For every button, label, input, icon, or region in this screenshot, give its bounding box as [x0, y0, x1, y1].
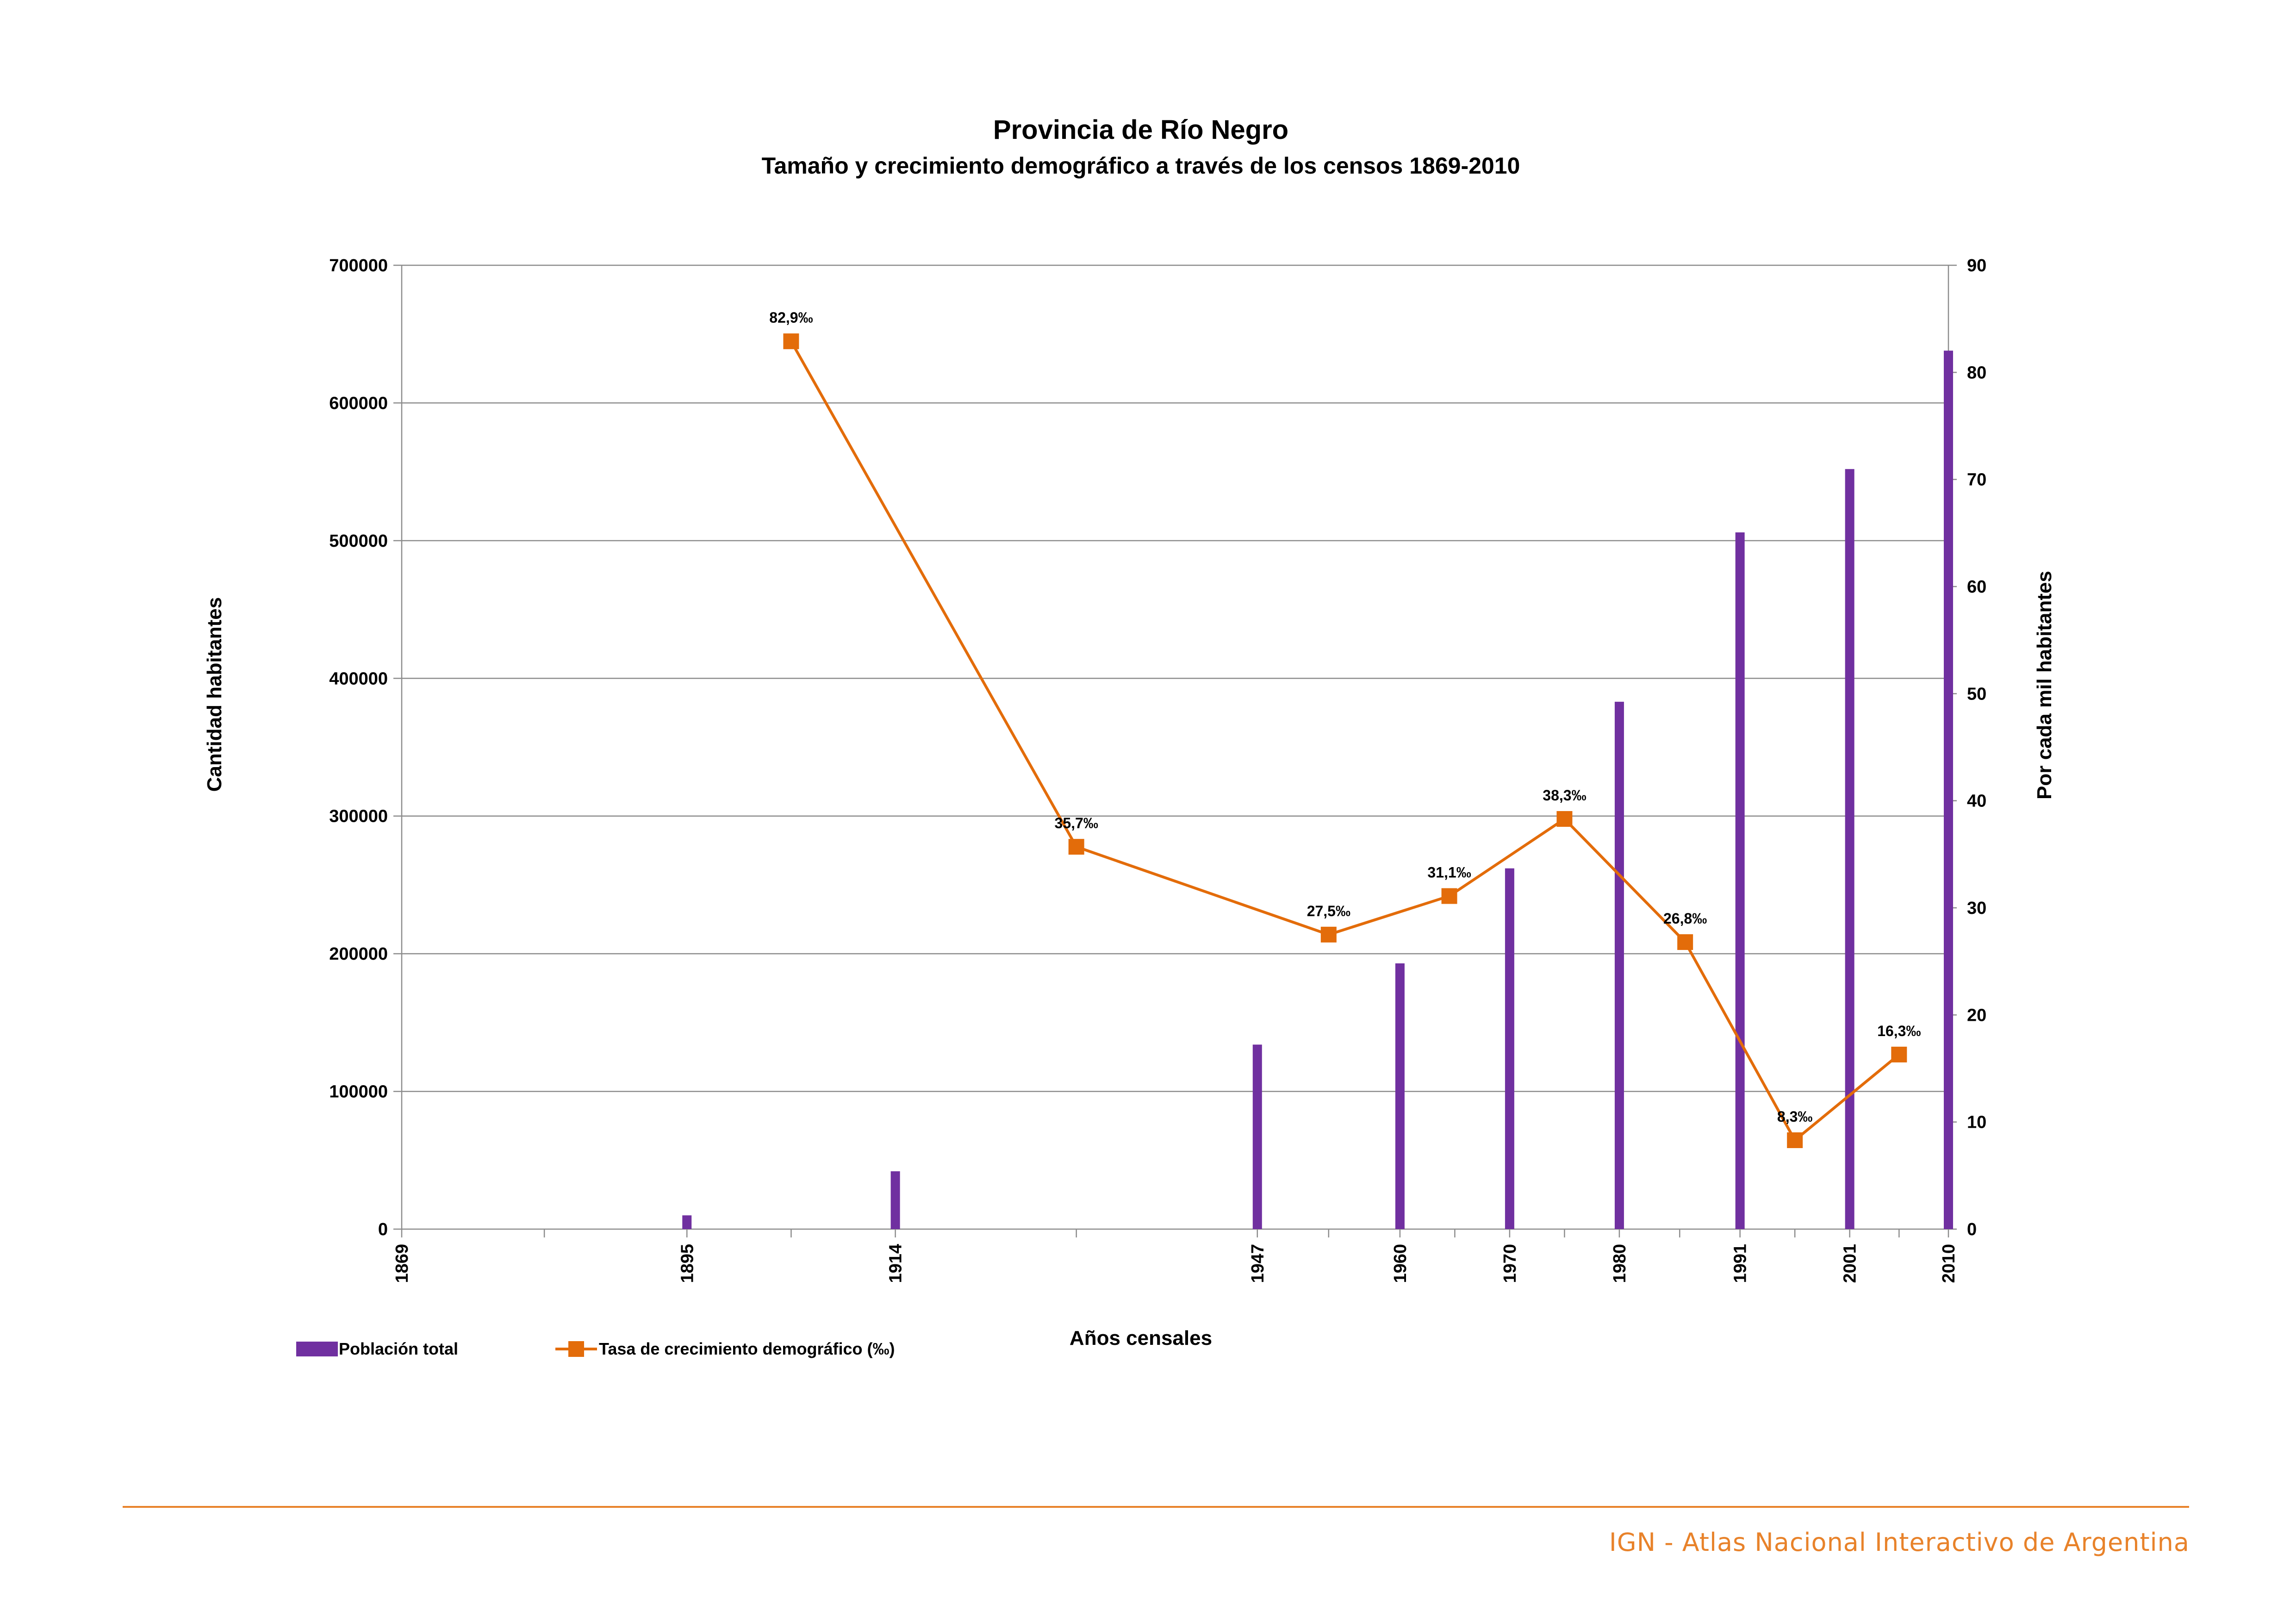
tick-labels: 0100000200000300000400000500000600000700…: [329, 256, 1986, 1283]
line-marker: [1677, 934, 1693, 950]
data-label: 27,5‰: [1307, 903, 1350, 919]
legend-swatch-poblacion: [296, 1342, 338, 1356]
bar: [1395, 963, 1405, 1229]
line-marker: [1891, 1046, 1907, 1062]
y-axis-right-title: Por cada mil habitantes: [2033, 571, 2056, 800]
y-right-tick-label: 90: [1967, 256, 1986, 275]
y-right-tick-label: 20: [1967, 1006, 1986, 1025]
data-label: 82,9‰: [769, 309, 813, 326]
y-right-tick-label: 0: [1967, 1220, 1977, 1239]
y-right-tick-label: 30: [1967, 899, 1986, 918]
bar: [1845, 469, 1854, 1229]
chart-subtitle: Tamaño y crecimiento demográfico a travé…: [762, 153, 1520, 179]
x-tick-label: 1970: [1500, 1244, 1520, 1283]
x-tick-label: 2010: [1939, 1244, 1959, 1283]
line-series: [783, 333, 1907, 1148]
line-marker: [1320, 926, 1337, 943]
y-right-tick-label: 10: [1967, 1113, 1986, 1132]
x-tick-label: 1960: [1391, 1244, 1410, 1283]
footer-divider: [123, 1506, 2189, 1508]
bar: [1252, 1044, 1262, 1229]
growth-rate-line: [790, 340, 1900, 1142]
x-tick-label: 1869: [392, 1244, 412, 1283]
x-tick-label: 2001: [1841, 1244, 1860, 1283]
line-marker: [783, 333, 799, 350]
y-axis-left-title: Cantidad habitantes: [203, 597, 226, 792]
line-marker: [1068, 839, 1084, 855]
legend-label-tasa: Tasa de crecimiento demográfico (‰): [599, 1339, 895, 1358]
legend: Población total Tasa de crecimiento demo…: [296, 1339, 895, 1358]
bar: [1944, 350, 1953, 1229]
x-tick-label: 1895: [678, 1244, 697, 1283]
line-marker: [1441, 888, 1457, 904]
y-right-tick-label: 80: [1967, 363, 1986, 382]
chart-title: Provincia de Río Negro: [993, 115, 1288, 145]
x-tick-label: 1947: [1248, 1244, 1268, 1283]
y-left-tick-label: 0: [378, 1220, 388, 1239]
x-axis-title: Años censales: [1070, 1327, 1212, 1349]
bar: [1735, 532, 1745, 1229]
bar-series: [682, 350, 1953, 1229]
data-label: 16,3‰: [1877, 1023, 1921, 1039]
y-left-tick-label: 200000: [329, 944, 388, 964]
y-right-tick-label: 50: [1967, 684, 1986, 704]
bar: [682, 1215, 692, 1229]
legend-label-poblacion: Población total: [339, 1339, 458, 1358]
bar: [890, 1171, 900, 1229]
y-right-tick-label: 70: [1967, 470, 1986, 490]
bar: [1505, 868, 1514, 1229]
x-tick-label: 1980: [1610, 1244, 1630, 1283]
line-marker: [1787, 1132, 1803, 1148]
data-label: 35,7‰: [1055, 815, 1098, 831]
y-left-tick-label: 500000: [329, 531, 388, 551]
x-tick-label: 1991: [1731, 1244, 1750, 1283]
x-tick-label: 1914: [886, 1244, 906, 1283]
legend-swatch-tasa-marker: [568, 1341, 584, 1357]
y-right-tick-label: 40: [1967, 792, 1986, 811]
data-label: 8,3‰: [1777, 1108, 1812, 1125]
y-left-tick-label: 700000: [329, 256, 388, 275]
data-labels: 82,9‰ 35,7‰ 27,5‰ 31,1‰ 38,3‰ 26,8‰ 8,3‰ 16,3‰: [769, 309, 1921, 1125]
gridlines: [402, 264, 1948, 1092]
data-label: 38,3‰: [1543, 787, 1586, 804]
data-label: 31,1‰: [1427, 864, 1471, 881]
y-left-tick-label: 100000: [329, 1082, 388, 1102]
y-left-tick-label: 300000: [329, 807, 388, 826]
y-left-tick-label: 600000: [329, 394, 388, 413]
bar: [1614, 701, 1624, 1229]
y-left-tick-label: 400000: [329, 669, 388, 688]
data-label: 26,8‰: [1663, 910, 1707, 927]
y-right-tick-label: 60: [1967, 577, 1986, 597]
footer-credit: IGN - Atlas Nacional Interactivo de Arge…: [1609, 1528, 2190, 1557]
line-marker: [1556, 811, 1573, 827]
